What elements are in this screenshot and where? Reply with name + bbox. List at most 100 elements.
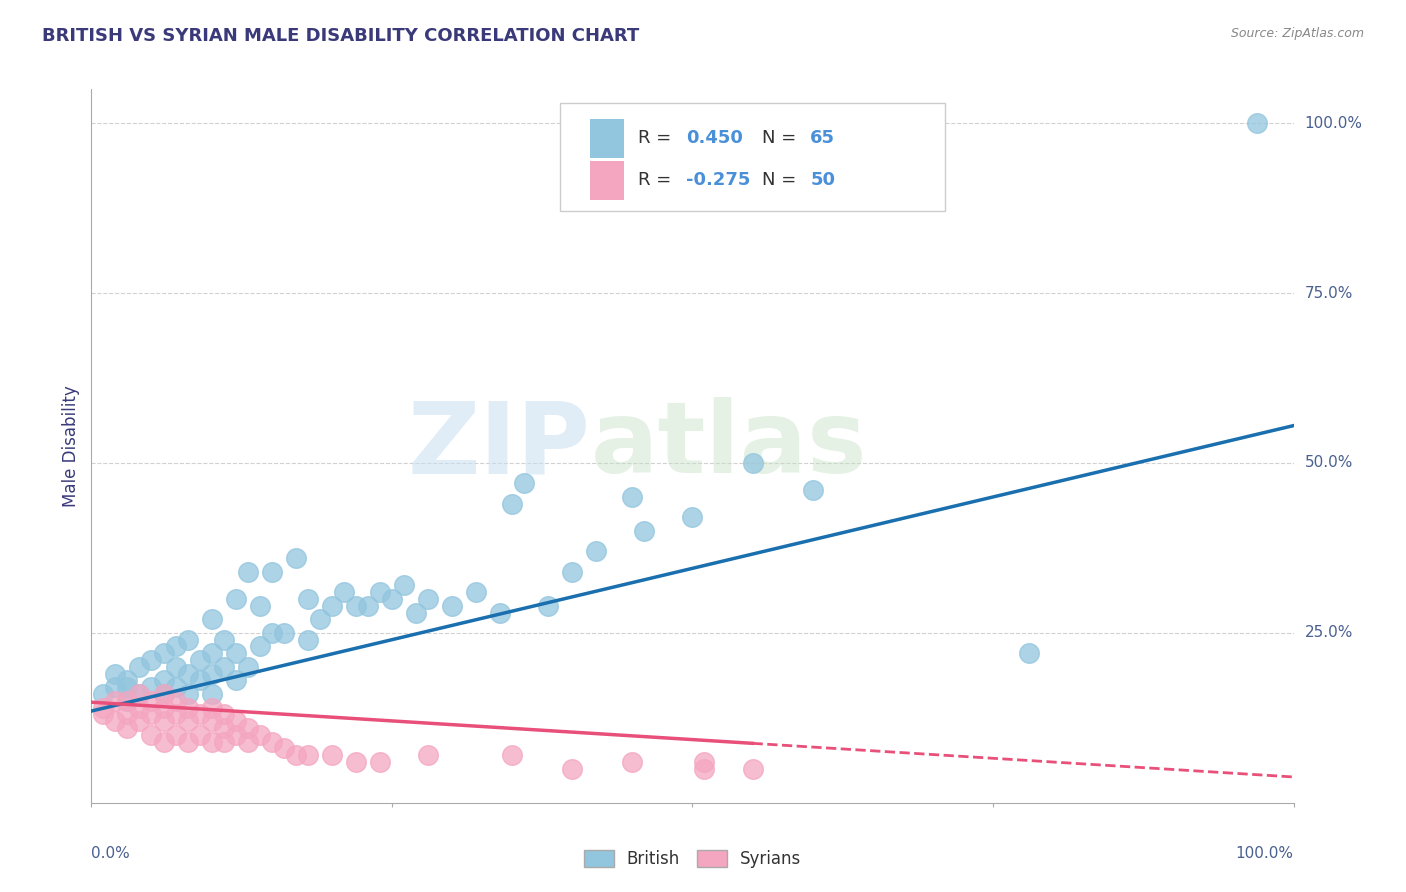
Point	[212, 660, 235, 674]
Point	[141, 653, 163, 667]
Text: R =: R =	[638, 129, 678, 147]
Point	[801, 483, 824, 498]
Point	[368, 755, 391, 769]
Point	[1018, 646, 1040, 660]
Point	[152, 673, 174, 688]
Text: 65: 65	[810, 129, 835, 147]
Point	[357, 599, 380, 613]
Text: 75.0%: 75.0%	[1305, 285, 1353, 301]
Point	[513, 476, 536, 491]
Point	[297, 632, 319, 647]
Point	[741, 456, 763, 470]
FancyBboxPatch shape	[591, 119, 624, 158]
Text: -0.275: -0.275	[686, 171, 751, 189]
Point	[681, 510, 703, 524]
Point	[368, 585, 391, 599]
Point	[416, 748, 439, 763]
Point	[188, 728, 211, 742]
Y-axis label: Male Disability: Male Disability	[62, 385, 80, 507]
Point	[117, 707, 139, 722]
Point	[165, 728, 187, 742]
Point	[416, 591, 439, 606]
Point	[236, 660, 259, 674]
Text: 50: 50	[810, 171, 835, 189]
Text: 25.0%: 25.0%	[1305, 625, 1353, 640]
Point	[176, 734, 198, 748]
Point	[141, 680, 163, 694]
Text: BRITISH VS SYRIAN MALE DISABILITY CORRELATION CHART: BRITISH VS SYRIAN MALE DISABILITY CORREL…	[42, 27, 640, 45]
Point	[236, 734, 259, 748]
Point	[260, 734, 283, 748]
Point	[225, 673, 247, 688]
Point	[188, 707, 211, 722]
Point	[165, 660, 187, 674]
FancyBboxPatch shape	[591, 161, 624, 200]
Point	[501, 748, 523, 763]
Point	[440, 599, 463, 613]
Point	[141, 707, 163, 722]
Text: Source: ZipAtlas.com: Source: ZipAtlas.com	[1230, 27, 1364, 40]
Point	[501, 497, 523, 511]
Point	[236, 565, 259, 579]
Point	[176, 632, 198, 647]
Point	[465, 585, 488, 599]
Point	[201, 646, 224, 660]
Point	[201, 734, 224, 748]
Point	[117, 694, 139, 708]
Point	[212, 707, 235, 722]
Point	[249, 640, 271, 654]
Point	[176, 714, 198, 729]
Text: 0.0%: 0.0%	[91, 846, 131, 861]
Point	[188, 673, 211, 688]
Point	[188, 653, 211, 667]
Point	[152, 687, 174, 701]
Point	[201, 700, 224, 714]
Point	[128, 714, 150, 729]
Point	[297, 748, 319, 763]
Text: ZIP: ZIP	[408, 398, 591, 494]
Point	[152, 646, 174, 660]
Point	[128, 660, 150, 674]
Point	[236, 721, 259, 735]
Point	[93, 707, 115, 722]
Point	[165, 707, 187, 722]
Point	[117, 721, 139, 735]
Point	[405, 606, 427, 620]
Point	[152, 687, 174, 701]
Point	[201, 666, 224, 681]
Text: 100.0%: 100.0%	[1236, 846, 1294, 861]
Point	[344, 599, 367, 613]
Point	[152, 734, 174, 748]
Point	[117, 694, 139, 708]
Point	[201, 612, 224, 626]
Point	[321, 748, 343, 763]
Point	[104, 694, 127, 708]
Text: N =: N =	[762, 129, 803, 147]
Point	[201, 687, 224, 701]
Point	[537, 599, 560, 613]
Point	[621, 490, 644, 504]
Point	[225, 591, 247, 606]
Point	[344, 755, 367, 769]
Point	[308, 612, 330, 626]
Point	[693, 755, 716, 769]
Point	[152, 714, 174, 729]
Point	[93, 687, 115, 701]
Point	[284, 748, 307, 763]
Point	[489, 606, 512, 620]
Point	[141, 694, 163, 708]
Point	[693, 762, 716, 776]
Point	[392, 578, 415, 592]
Point	[165, 694, 187, 708]
Point	[561, 762, 583, 776]
Point	[633, 524, 655, 538]
Point	[561, 565, 583, 579]
Point	[225, 646, 247, 660]
Point	[212, 734, 235, 748]
Point	[741, 762, 763, 776]
Point	[176, 700, 198, 714]
Point	[333, 585, 356, 599]
Text: R =: R =	[638, 171, 678, 189]
Point	[176, 687, 198, 701]
Point	[201, 714, 224, 729]
